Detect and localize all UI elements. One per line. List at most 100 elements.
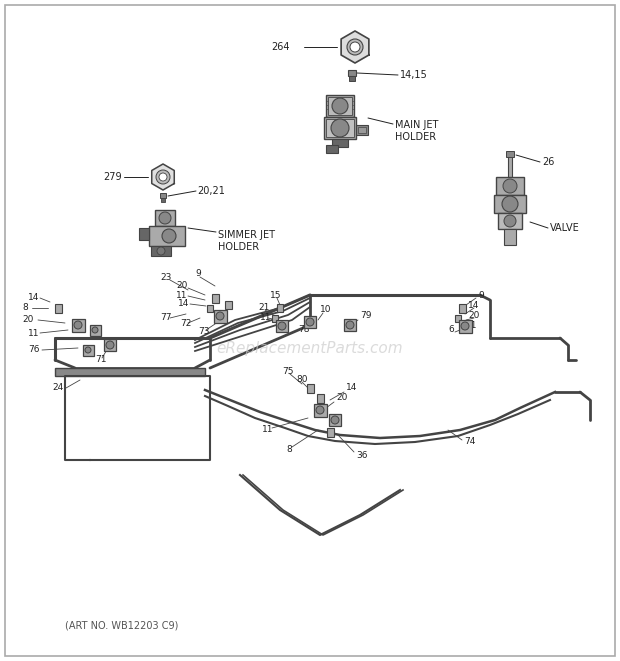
Text: 24: 24 [52,383,63,393]
Text: 20: 20 [336,393,347,403]
Bar [277,304,283,312]
Bar [356,125,368,135]
Text: 11: 11 [176,290,187,299]
Bar [225,301,232,309]
Bar [328,97,352,115]
Text: 20,21: 20,21 [197,186,225,196]
Bar [212,294,219,303]
Text: 14: 14 [178,299,189,307]
Bar [332,139,348,147]
Bar [459,304,466,313]
Text: eReplacementParts.com: eReplacementParts.com [216,340,404,356]
Text: 20: 20 [468,311,479,321]
Bar [307,384,314,393]
Bar [455,315,461,322]
Bar [348,70,356,76]
Bar [324,117,356,139]
Bar [139,228,149,240]
Bar [149,226,185,246]
Bar [326,145,338,153]
Bar [207,305,213,312]
Circle shape [502,196,518,212]
Circle shape [156,170,170,184]
Bar [358,127,366,133]
Bar [214,310,227,323]
Circle shape [106,341,114,349]
Text: 10: 10 [320,305,332,315]
Polygon shape [152,164,174,190]
Text: 78: 78 [298,325,309,334]
Bar [83,345,94,356]
Circle shape [306,318,314,326]
Text: 76: 76 [28,346,40,354]
Text: 77: 77 [160,313,172,323]
Text: VALVE: VALVE [550,223,580,233]
Bar [104,339,116,351]
Bar [506,151,514,157]
Circle shape [461,322,469,330]
Circle shape [74,321,82,329]
Bar [55,368,205,376]
Text: 14: 14 [468,301,479,309]
Text: 279: 279 [104,172,122,182]
Bar [329,414,341,426]
Bar [304,316,316,328]
Circle shape [216,312,224,320]
Text: 73: 73 [198,327,210,336]
Text: 11: 11 [262,426,273,434]
Text: 9: 9 [478,290,484,299]
Text: 75: 75 [282,368,293,377]
Text: 14: 14 [28,293,40,303]
Text: 20: 20 [22,315,33,325]
Bar [327,428,334,437]
Bar [459,320,472,333]
Bar [317,394,324,403]
Text: 11: 11 [28,329,40,338]
Bar [344,319,356,331]
Polygon shape [341,31,369,63]
Bar [160,193,166,198]
Bar [349,76,355,81]
Bar [90,325,101,336]
Text: 36: 36 [356,451,368,459]
Circle shape [316,406,324,414]
Text: 72: 72 [180,319,192,329]
Text: 14,15: 14,15 [400,70,428,80]
Bar [494,195,526,213]
Text: 8: 8 [286,446,292,455]
Circle shape [332,98,348,114]
Circle shape [331,119,349,137]
Bar [508,155,512,205]
Circle shape [92,327,98,333]
Text: 6: 6 [448,325,454,334]
Bar [314,404,327,417]
Circle shape [346,321,354,329]
Text: 23: 23 [160,274,171,282]
Circle shape [159,173,167,181]
Text: 71: 71 [95,356,107,364]
Text: (ART NO. WB12203 C9): (ART NO. WB12203 C9) [65,620,179,630]
Text: 8: 8 [22,303,28,313]
Text: 14: 14 [346,383,357,393]
Text: 11: 11 [466,321,477,330]
Circle shape [503,179,517,193]
Bar [155,210,175,226]
Bar [326,95,354,117]
Bar [504,229,516,245]
Circle shape [504,215,516,227]
Circle shape [157,247,165,255]
Bar [326,119,354,137]
Text: 74: 74 [464,438,476,446]
Bar [151,246,171,256]
Text: 80: 80 [296,375,308,385]
Text: 15: 15 [270,290,281,299]
Text: 21: 21 [258,303,269,313]
Circle shape [159,212,171,224]
Bar [72,319,85,332]
Bar [272,315,278,322]
Circle shape [350,42,360,52]
Text: SIMMER JET
HOLDER: SIMMER JET HOLDER [218,230,275,252]
Text: 264: 264 [272,42,290,52]
Text: 9: 9 [195,268,201,278]
Circle shape [347,39,363,55]
